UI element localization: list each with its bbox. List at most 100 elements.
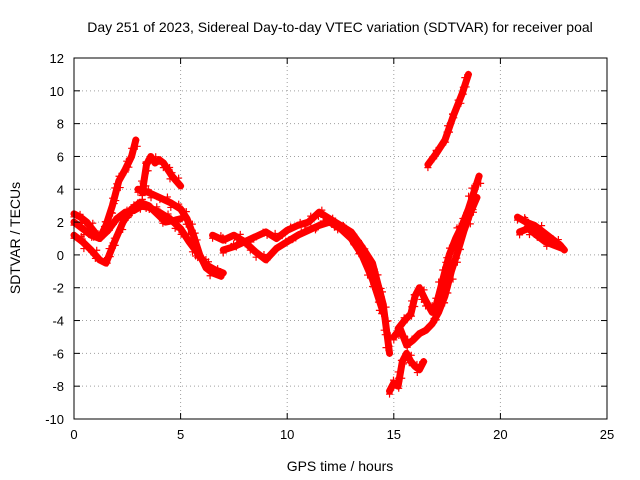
data-point-marker	[319, 217, 327, 225]
data-point-marker	[307, 212, 315, 220]
data-point-marker	[525, 231, 533, 239]
y-tick-label: -8	[52, 379, 64, 394]
series-track-14	[516, 222, 566, 252]
data-point-marker	[95, 255, 103, 263]
data-point-marker	[178, 205, 186, 213]
data-point-marker	[443, 128, 451, 136]
y-tick-label: -6	[52, 346, 64, 361]
data-point-marker	[420, 358, 428, 366]
data-point-marker	[115, 172, 123, 180]
data-point-marker	[386, 390, 394, 398]
data-point-marker	[158, 160, 166, 168]
data-point-marker	[444, 289, 452, 297]
data-point-marker	[364, 263, 372, 271]
data-point-marker	[468, 184, 476, 192]
y-tick-label: 2	[57, 215, 64, 230]
data-point-marker	[398, 356, 406, 364]
data-point-marker	[133, 203, 141, 211]
data-point-marker	[389, 376, 397, 384]
data-point-marker	[164, 210, 172, 218]
data-point-marker	[156, 213, 164, 221]
data-point-marker	[459, 83, 467, 91]
y-tick-label: 0	[57, 248, 64, 263]
data-point-marker	[429, 153, 437, 161]
data-point-marker	[204, 258, 212, 266]
data-point-marker	[423, 324, 431, 332]
data-point-marker	[424, 164, 432, 172]
data-point-marker	[144, 167, 152, 175]
data-point-marker	[370, 265, 378, 273]
data-point-marker	[88, 233, 96, 241]
data-point-marker	[175, 200, 183, 208]
data-point-marker	[551, 241, 559, 249]
data-point-marker	[93, 246, 101, 254]
data-point-marker	[409, 336, 417, 344]
data-point-marker	[554, 236, 562, 244]
data-point-marker	[259, 228, 267, 236]
data-point-marker	[522, 215, 530, 223]
data-point-marker	[182, 208, 190, 216]
data-point-marker	[461, 74, 469, 82]
data-point-marker	[454, 96, 462, 104]
y-tick-label: 10	[50, 84, 64, 99]
data-point-marker	[319, 211, 327, 219]
data-point-marker	[355, 250, 363, 258]
data-point-marker	[268, 250, 276, 258]
data-point-marker	[138, 177, 146, 185]
data-point-marker	[177, 182, 185, 190]
data-point-marker	[78, 222, 86, 230]
series-band	[394, 172, 483, 333]
series-band	[125, 202, 227, 277]
data-point-marker	[524, 222, 532, 230]
data-point-marker	[381, 331, 389, 339]
data-point-marker	[110, 200, 118, 208]
data-point-marker	[330, 221, 338, 229]
data-point-marker	[464, 70, 472, 78]
data-point-marker	[167, 203, 175, 211]
series-track-12	[424, 70, 472, 172]
data-point-marker	[451, 240, 459, 248]
series-track-11	[394, 172, 485, 336]
data-point-marker	[134, 199, 142, 207]
data-point-marker	[464, 216, 472, 224]
data-point-marker	[157, 156, 165, 164]
series-band	[219, 218, 387, 316]
data-point-marker	[119, 226, 127, 234]
x-tick-label: 10	[280, 427, 294, 442]
y-tick-label: -10	[45, 412, 64, 427]
data-point-marker	[516, 231, 524, 239]
data-point-marker	[307, 223, 315, 231]
data-point-marker	[168, 169, 176, 177]
data-point-marker	[403, 343, 411, 351]
axis-ticks: 0 5 10 15 20 25 -10 -8 -6 -4 -2 0 2 4 6 8 10 12	[45, 51, 614, 442]
data-point-marker	[442, 273, 450, 281]
data-point-marker	[132, 136, 140, 144]
data-point-marker	[241, 240, 249, 248]
data-point-marker	[177, 230, 185, 238]
data-point-marker	[314, 212, 322, 220]
data-point-marker	[175, 226, 183, 234]
data-point-marker	[190, 241, 198, 249]
data-point-marker	[301, 222, 309, 230]
data-point-marker	[159, 164, 167, 172]
data-point-marker	[167, 215, 175, 223]
data-point-marker	[540, 237, 548, 245]
data-point-marker	[369, 283, 377, 291]
data-point-marker	[384, 317, 392, 325]
data-point-marker	[111, 216, 119, 224]
y-axis-label: SDTVAR / TECUs	[7, 182, 23, 294]
data-point-marker	[231, 233, 239, 241]
data-point-marker	[165, 197, 173, 205]
chart-title: Day 251 of 2023, Sidereal Day-to-day VTE…	[87, 19, 593, 35]
data-point-marker	[88, 248, 96, 256]
plot-frame	[73, 57, 608, 420]
data-point-marker	[287, 223, 295, 231]
data-point-marker	[449, 275, 457, 283]
data-point-marker	[420, 286, 428, 294]
data-point-marker	[456, 245, 464, 253]
data-point-marker	[247, 238, 255, 246]
data-point-marker	[105, 226, 113, 234]
data-point-marker	[153, 203, 161, 211]
data-point-marker	[466, 202, 474, 210]
data-point-marker	[416, 361, 424, 369]
